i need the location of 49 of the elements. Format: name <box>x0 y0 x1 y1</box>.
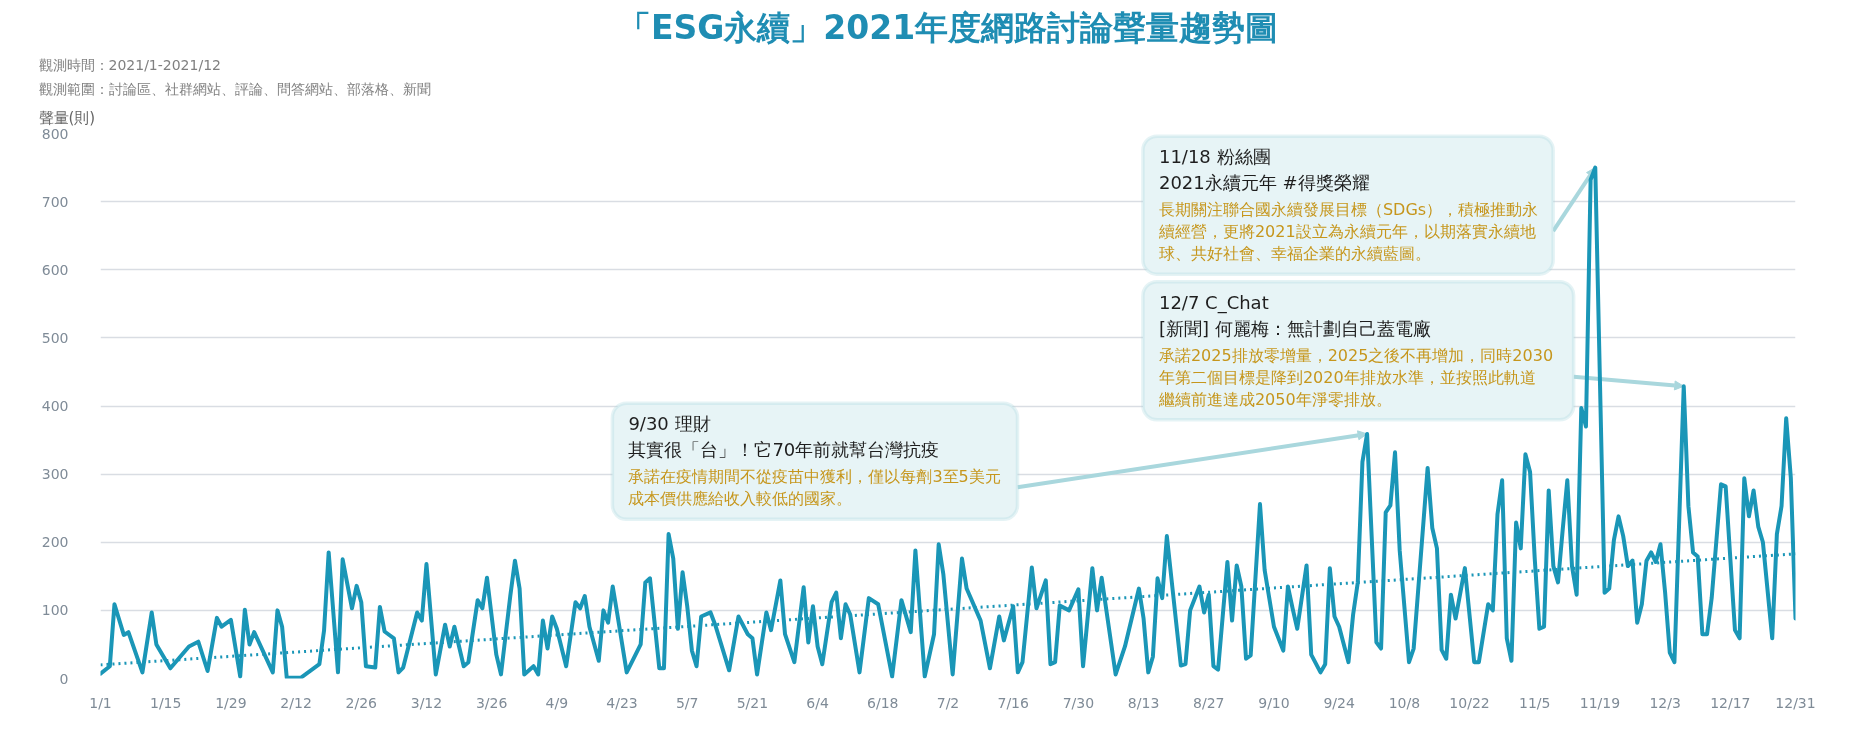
x-tick-label: 11/19 <box>1579 694 1621 711</box>
x-tick-label: 4/9 <box>545 694 569 711</box>
x-tick-label: 3/12 <box>410 694 443 711</box>
x-tick-label: 7/30 <box>1062 694 1095 711</box>
y-tick-label: 0 <box>59 670 69 687</box>
y-tick-label: 300 <box>41 466 69 483</box>
y-axis-title: 聲量(則) <box>38 108 96 127</box>
y-tick-label: 600 <box>41 261 69 278</box>
x-tick-label: 9/24 <box>1323 694 1355 711</box>
annotation: 長期關注聯合國永續發展目標（SDGs），積極推動永續經營，更將2021設立為永續元年，以期落實永續地球、共好社會、幸福企業的永續藍圖。 <box>1157 200 1539 264</box>
y-tick-label: 200 <box>41 534 69 551</box>
x-tick-label: 9/10 <box>1258 694 1290 711</box>
chart-subtitle: 觀測時間：2021/1-2021/12 <box>38 56 221 73</box>
annotation: 9/30 理財 <box>628 413 711 435</box>
y-tick-label: 700 <box>41 193 69 210</box>
annotation: 承諾2025排放零增量，2025之後不再增加，同時2030年第二個目標是降到2020年排放水準，並按照此軌道繼續前進達成2050年淨零排放。 <box>1157 345 1554 409</box>
y-tick-label: 400 <box>41 398 69 414</box>
x-tick-label: 3/26 <box>475 694 508 711</box>
x-tick-label: 1/15 <box>149 694 182 711</box>
y-tick-label: 100 <box>41 602 69 619</box>
x-tick-label: 5/7 <box>675 694 699 711</box>
x-tick-label: 11/5 <box>1519 694 1551 711</box>
text: 觀測範圍：討論區、社群網站、評論、問答網站、部落格、新聞 <box>38 80 431 97</box>
annotation: 11/18 粉絲團 <box>1158 146 1271 168</box>
x-tick-label: 6/18 <box>867 694 899 711</box>
x-tick-label: 6/4 <box>806 694 829 711</box>
x-tick-label: 12/31 <box>1775 694 1816 711</box>
x-tick-label: 1/1 <box>89 694 112 711</box>
x-tick-label: 10/22 <box>1449 694 1490 711</box>
x-tick-label: 2/12 <box>280 694 312 711</box>
annotation: 其實很「台」！它70年前就幫台灣抗疫 <box>628 439 940 461</box>
x-tick-label: 7/2 <box>936 694 960 711</box>
y-tick-label: 800 <box>41 125 69 142</box>
chart-title: 「ESG永續」2021年度網路討論聲量趨勢圖 <box>617 7 1279 47</box>
x-tick-label: 5/21 <box>736 694 769 711</box>
y-tick-label: 500 <box>41 329 69 346</box>
x-tick-label: 8/27 <box>1193 694 1225 711</box>
annotation: 承諾在疫情期間不從疫苗中獲利，僅以每劑3至5美元成本價供應給收入較低的國家。 <box>628 467 1001 509</box>
x-tick-label: 12/17 <box>1710 694 1751 711</box>
x-tick-label: 8/13 <box>1127 694 1160 711</box>
x-tick-label: 2/26 <box>345 694 378 711</box>
x-tick-label: 1/29 <box>215 694 247 711</box>
x-tick-label: 4/23 <box>606 694 638 711</box>
x-tick-label: 10/8 <box>1388 694 1421 711</box>
annotation: 12/7 C_Chat <box>1158 291 1269 314</box>
x-tick-label: 7/16 <box>997 694 1029 711</box>
x-tick-label: 12/3 <box>1649 694 1681 711</box>
annotation: 2021永續元年 #得獎榮耀 <box>1158 172 1370 194</box>
annotation: [新聞] 何麗梅：無計劃自己蓋電廠 <box>1158 317 1431 339</box>
